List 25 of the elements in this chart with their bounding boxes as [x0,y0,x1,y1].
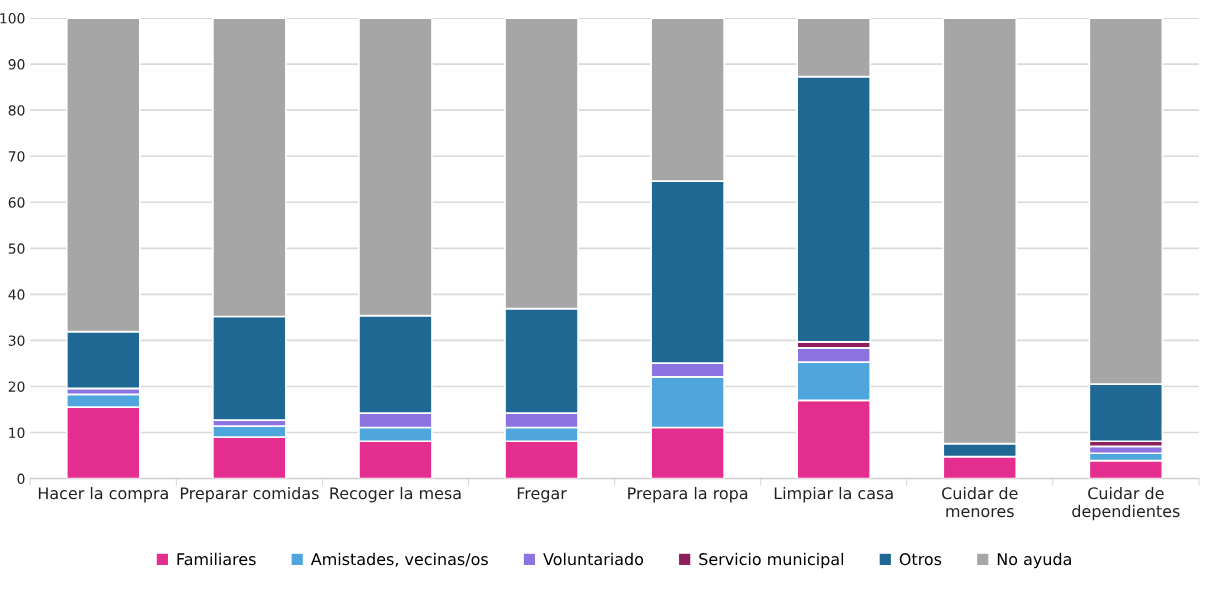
x-tick-label: Preparar comidas [180,486,319,503]
y-tick-label: 50 [8,243,25,254]
legend-label: Amistades, vecinas/os [310,552,488,567]
x-tick-label: Recoger la mesa [330,486,461,503]
legend-label: Otros [899,553,942,566]
y-tick-label: 10 [9,427,25,439]
x-tick-label: Limpiar la casa [774,486,893,503]
x-tick-label: Cuidar de menores [942,486,1018,518]
y-tick-label: 90 [8,59,25,70]
y-tick-label: 60 [8,197,25,208]
x-tick-label: Prepara la ropa [628,486,748,503]
legend-label: Servicio municipal [699,552,844,569]
y-tick-label: 0 [17,473,25,485]
y-tick-label: 70 [8,151,25,162]
y-tick-label: 40 [8,289,25,300]
legend-label: Familiares [177,552,256,566]
x-tick-label: Hacer la compra [38,486,168,503]
y-tick-label: 30 [8,335,25,346]
x-tick-label: Cuidar de dependientes [1072,486,1180,521]
y-tick-label: 80 [8,105,25,116]
y-tick-label: 20 [8,381,25,392]
legend-label: No ayuda [997,552,1071,569]
y-tick-label: 100 [0,13,25,24]
x-tick-label: Fregar [517,487,567,503]
legend-label: Voluntariado [543,552,644,566]
